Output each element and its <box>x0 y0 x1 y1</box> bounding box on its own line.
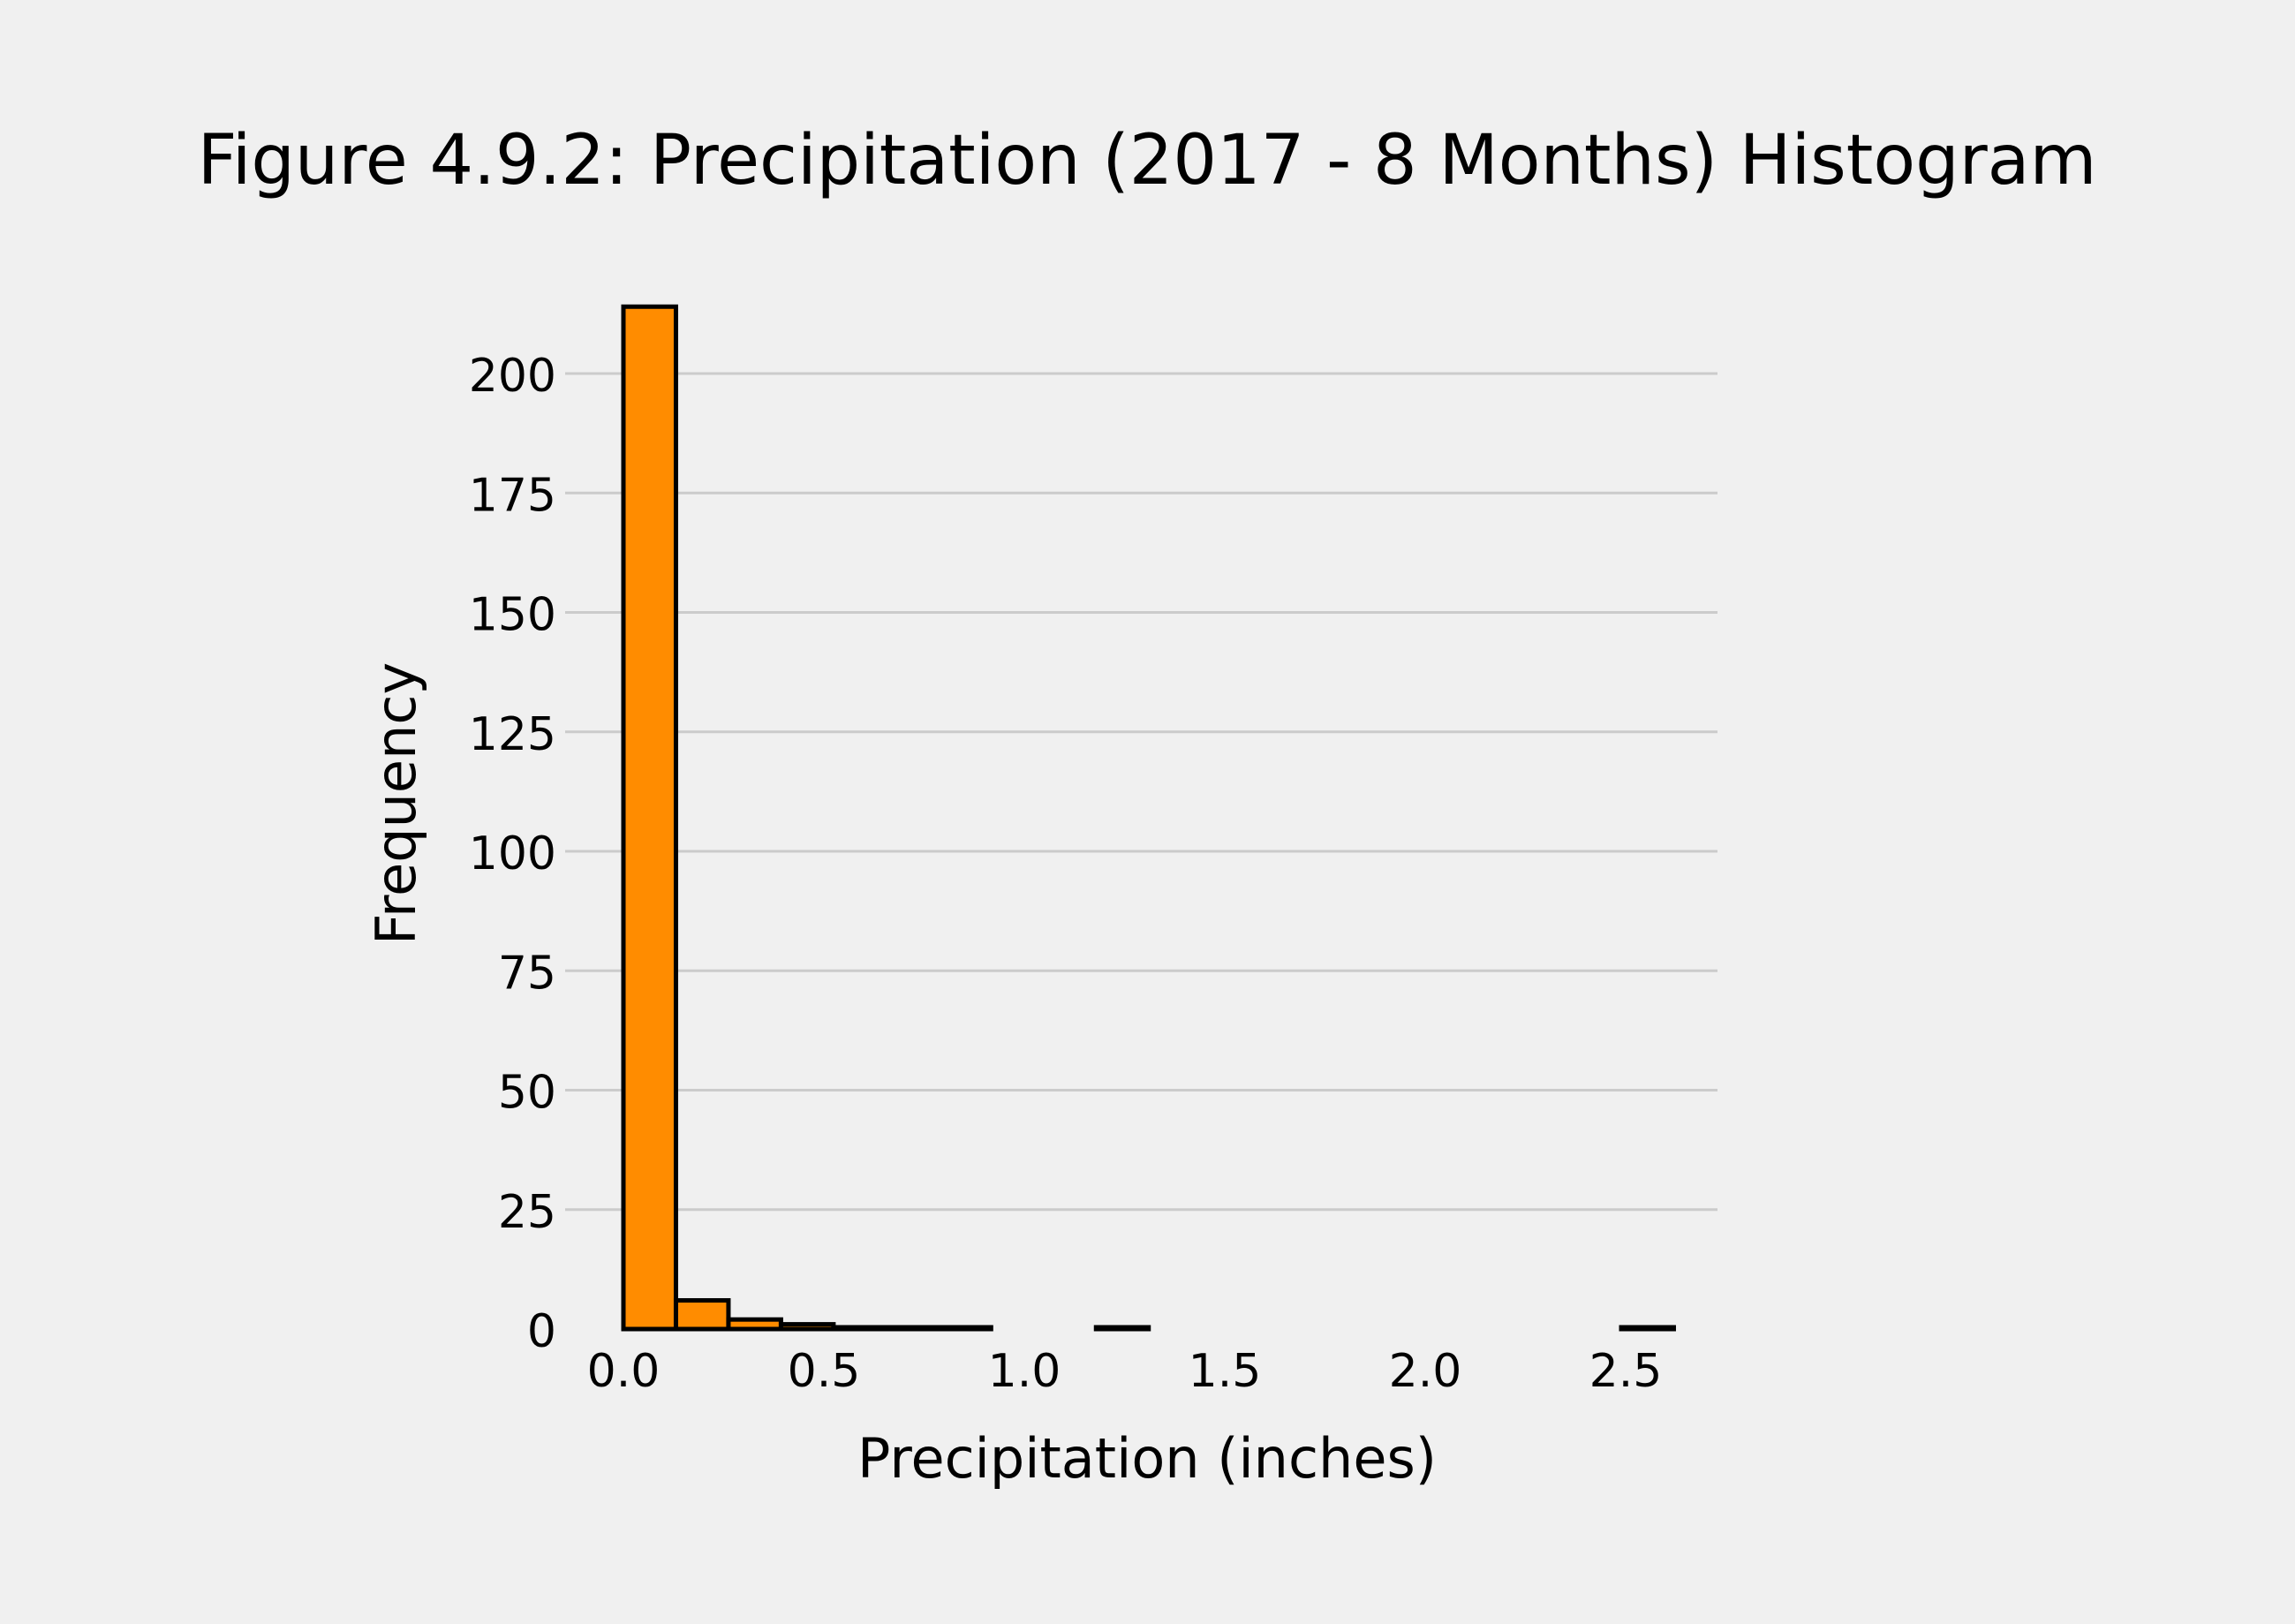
histogram-bar <box>778 1322 836 1332</box>
grid-lines <box>565 372 1717 1212</box>
histogram-bar <box>1093 1325 1151 1332</box>
y-tick-label: 50 <box>498 1067 556 1120</box>
histogram-bar <box>1619 1325 1676 1332</box>
x-axis-label: Precipitation (inches) <box>857 1426 1437 1491</box>
y-tick-label: 175 <box>469 469 556 522</box>
histogram-bar <box>831 1325 888 1332</box>
y-tick-label: 75 <box>498 947 556 1000</box>
x-tick-label: 2.0 <box>1389 1345 1462 1398</box>
y-tick-label: 0 <box>527 1305 556 1358</box>
y-tick-label: 100 <box>469 827 556 880</box>
x-tick-label: 2.5 <box>1589 1345 1663 1398</box>
x-tick-label: 1.5 <box>1189 1345 1262 1398</box>
histogram-bar <box>936 1325 993 1332</box>
histogram-bar <box>726 1317 783 1332</box>
histogram-bar <box>621 304 678 1332</box>
chart-title: Figure 4.9.2: Precipitation (2017 - 8 Mo… <box>198 121 2097 200</box>
histogram-bar <box>673 1298 731 1332</box>
y-tick-label: 150 <box>469 589 556 642</box>
y-tick-label: 125 <box>469 708 556 761</box>
y-axis-label: Frequency <box>364 662 428 945</box>
x-tick-label: 0.0 <box>587 1345 661 1398</box>
y-tick-label: 200 <box>469 350 556 403</box>
x-tick-label: 1.0 <box>988 1345 1061 1398</box>
histogram-bars <box>621 304 1676 1332</box>
histogram-bar <box>883 1325 941 1332</box>
y-axis-ticks: 0 25 50 75 100 125 150 175 200 <box>469 350 556 1358</box>
x-axis-ticks: 0.0 0.5 1.0 1.5 2.0 2.5 <box>587 1345 1663 1398</box>
y-tick-label: 25 <box>498 1186 556 1239</box>
x-tick-label: 0.5 <box>788 1345 861 1398</box>
